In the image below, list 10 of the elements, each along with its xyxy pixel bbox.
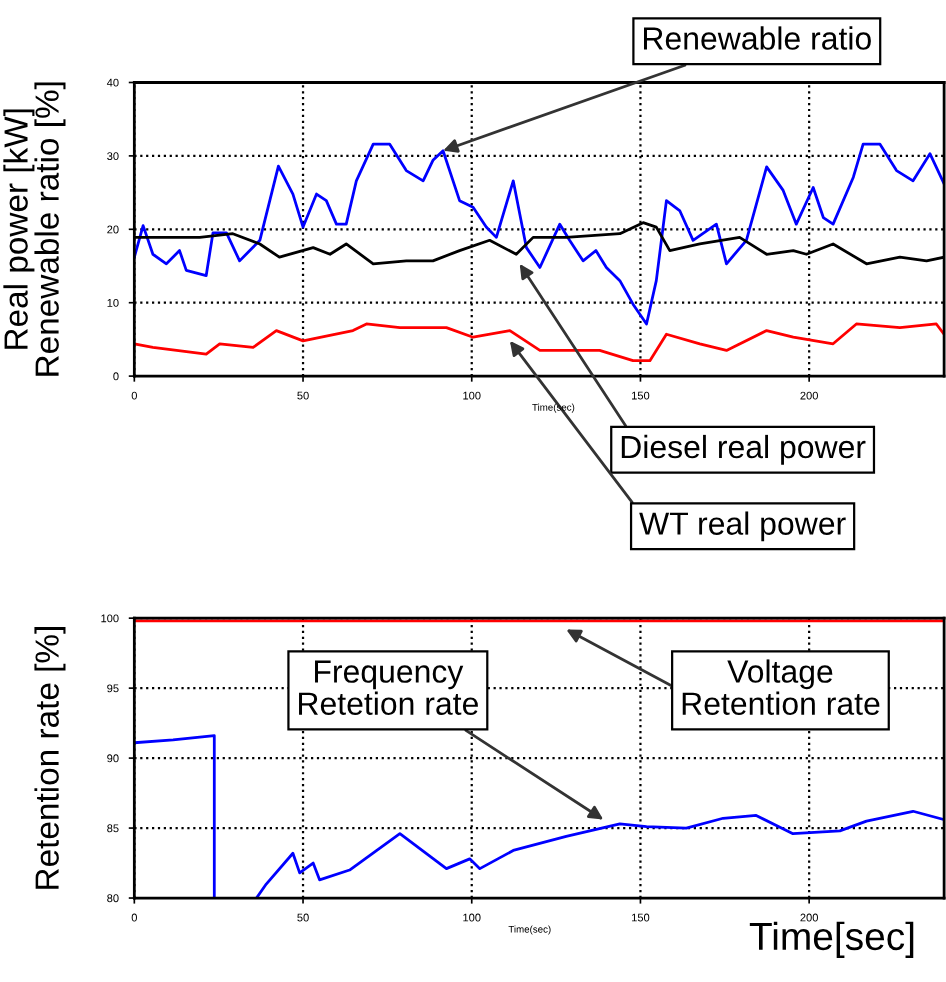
y-axis-title: Real power [kW] Renewable ratio [%] bbox=[3, 82, 66, 376]
annotation: Frequency Retetion rate bbox=[299, 660, 478, 715]
line-series bbox=[134, 322, 945, 363]
text: Time[sec] bbox=[749, 921, 914, 958]
annotation: Voltage Retention rate bbox=[682, 659, 880, 715]
annotation: WT real power bbox=[639, 511, 846, 542]
line-series bbox=[134, 142, 945, 326]
annotation: Renewable ratio bbox=[644, 26, 871, 50]
y-axis-title: Retention rate [%] bbox=[34, 627, 66, 889]
annotation: Diesel real power bbox=[621, 434, 866, 465]
